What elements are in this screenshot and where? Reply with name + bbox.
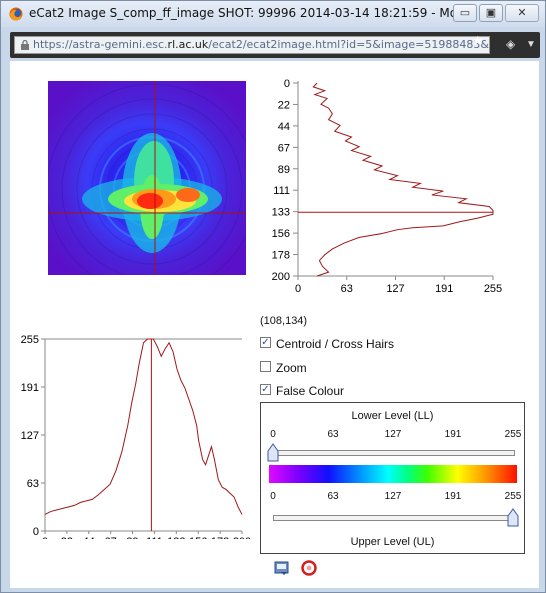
level-scale-label: 63 bbox=[327, 491, 339, 502]
level-scale-label: 191 bbox=[444, 429, 462, 440]
level-selector-panel: Lower Level (LL) 0 63 127 191 255 0 63 127 191 2… bbox=[260, 402, 525, 554]
upper-level-title: Upper Level (UL) bbox=[350, 536, 435, 548]
false-colour-checkbox[interactable]: ✓ bbox=[260, 384, 271, 395]
lower-level-slider-track[interactable] bbox=[273, 450, 515, 456]
vertical-profile-x-tick-label: 127 bbox=[386, 283, 404, 295]
horizontal-profile-y-tick-label: 191 bbox=[21, 382, 39, 394]
bookmark-star-icon[interactable]: ★ bbox=[472, 33, 484, 48]
vertical-profile-y-tick-label: 156 bbox=[272, 228, 290, 240]
zoom-checkbox[interactable] bbox=[260, 361, 271, 372]
level-scale-label: 0 bbox=[270, 429, 276, 440]
horizontal-profile-line bbox=[44, 338, 243, 515]
save-icon[interactable] bbox=[274, 560, 290, 576]
vertical-profile-y-tick-label: 200 bbox=[272, 271, 290, 283]
menu-chevron-icon[interactable]: ▼ bbox=[526, 39, 536, 50]
vertical-profile-y-tick-label: 67 bbox=[278, 142, 290, 154]
horizontal-profile-x-tick-label: 133 bbox=[167, 536, 185, 539]
horizontal-profile-y-ticks: 255 191 127 63 0 bbox=[21, 334, 45, 538]
level-scale-label: 255 bbox=[504, 429, 522, 440]
coordinates-readout: (108,134) bbox=[260, 315, 308, 327]
vertical-profile-y-tick-label: 111 bbox=[273, 185, 290, 197]
lower-level-title: Lower Level (LL) bbox=[351, 410, 434, 422]
window-title: eCat2 Image S_comp_ff_image SHOT: 99996 … bbox=[29, 6, 459, 20]
centroid-label: Centroid / Cross Hairs bbox=[276, 337, 395, 351]
vertical-profile-y-tick-label: 0 bbox=[284, 78, 290, 90]
horizontal-profile-x-tick-label: 22 bbox=[61, 536, 73, 539]
level-scale-label: 191 bbox=[444, 491, 462, 502]
horizontal-profile-y-tick-label: 255 bbox=[21, 334, 39, 346]
vertical-profile-x-tick-label: 255 bbox=[484, 283, 502, 295]
false-colour-label: False Colour bbox=[276, 384, 345, 398]
vertical-profile-y-tick-label: 133 bbox=[272, 207, 290, 219]
horizontal-profile-x-ticks: 0 22 44 67 89 111 133 156 178 200 bbox=[42, 531, 251, 539]
level-scale-label: 0 bbox=[270, 491, 276, 502]
horizontal-profile-x-tick-label: 44 bbox=[83, 536, 95, 539]
horizontal-profile-x-tick-label: 200 bbox=[233, 536, 251, 539]
horizontal-profile-x-tick-label: 67 bbox=[105, 536, 117, 539]
vertical-profile-chart: 0 22 44 67 89 111 133 156 178 200 0 63 127 191 255 bbox=[272, 78, 503, 295]
vertical-profile-y-tick-label: 89 bbox=[278, 164, 290, 176]
zoom-label: Zoom bbox=[276, 361, 307, 375]
minimize-button[interactable]: ▭ bbox=[453, 4, 477, 22]
upper-level-slider-handle[interactable] bbox=[507, 507, 519, 527]
vertical-profile-y-tick-label: 178 bbox=[272, 250, 290, 262]
url-field[interactable]: https://astra-gemini.esc.rl.ac.uk/ecat2/… bbox=[14, 36, 490, 54]
horizontal-profile-x-tick-label: 111 bbox=[146, 536, 163, 539]
horizontal-profile-x-tick-label: 89 bbox=[126, 536, 138, 539]
level-scale-label: 127 bbox=[384, 491, 402, 502]
horizontal-profile-chart: 255 191 127 63 0 0 22 44 67 89 111 133 156 178 200 bbox=[21, 334, 252, 539]
page-content: 0 22 44 67 89 111 133 156 178 200 0 63 127 191 255 25… bbox=[10, 61, 539, 588]
title-bar: eCat2 Image S_comp_ff_image SHOT: 99996 … bbox=[1, 1, 545, 27]
navigation-bar: https://astra-gemini.esc.rl.ac.uk/ecat2/… bbox=[10, 32, 540, 58]
lower-level-slider-handle[interactable] bbox=[267, 442, 279, 462]
horizontal-profile-y-tick-label: 63 bbox=[27, 478, 39, 490]
vertical-profile-x-tick-label: 63 bbox=[341, 283, 353, 295]
vertical-profile-x-ticks: 0 63 127 191 255 bbox=[295, 276, 502, 295]
horizontal-profile-x-tick-label: 156 bbox=[189, 536, 207, 539]
vertical-profile-line bbox=[312, 82, 494, 277]
vertical-profile-y-tick-label: 22 bbox=[278, 99, 290, 111]
beam-image[interactable] bbox=[48, 81, 246, 275]
vertical-profile-x-tick-label: 191 bbox=[435, 283, 453, 295]
level-scale-label: 255 bbox=[504, 491, 522, 502]
lock-icon bbox=[21, 40, 29, 50]
level-scale-label: 63 bbox=[327, 429, 339, 440]
vertical-profile-y-tick-label: 44 bbox=[278, 121, 290, 133]
upper-level-scale: 0 63 127 191 255 bbox=[261, 491, 524, 505]
maximize-button[interactable]: ▣ bbox=[479, 4, 503, 22]
horizontal-profile-y-tick-label: 0 bbox=[33, 526, 39, 538]
close-button[interactable]: ✕ bbox=[505, 4, 539, 22]
horizontal-profile-x-tick-label: 0 bbox=[42, 536, 48, 539]
horizontal-profile-y-tick-label: 127 bbox=[21, 430, 39, 442]
firefox-icon bbox=[9, 7, 23, 21]
level-scale-label: 127 bbox=[384, 429, 402, 440]
reset-icon[interactable] bbox=[301, 560, 317, 576]
tracking-protection-icon[interactable]: ◈ bbox=[506, 37, 516, 51]
vertical-profile-y-ticks: 0 22 44 67 89 111 133 156 178 200 bbox=[272, 78, 298, 283]
vertical-profile-x-tick-label: 0 bbox=[295, 283, 301, 295]
false-colour-gradient-bar bbox=[269, 465, 517, 483]
lower-level-scale: 0 63 127 191 255 bbox=[261, 429, 524, 443]
horizontal-profile-x-tick-label: 178 bbox=[211, 536, 229, 539]
upper-level-slider-track[interactable] bbox=[273, 515, 515, 521]
centroid-checkbox[interactable]: ✓ bbox=[260, 337, 271, 348]
